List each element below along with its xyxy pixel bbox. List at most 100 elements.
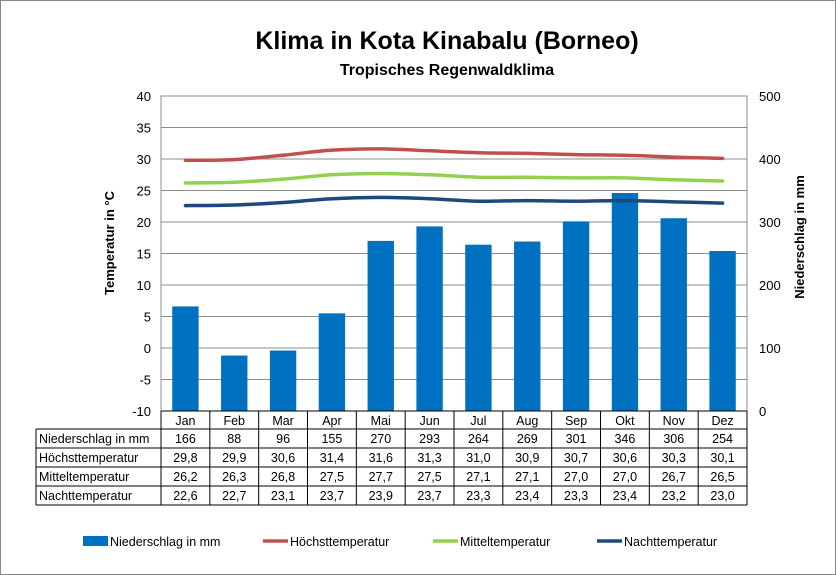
data-label: 26,8	[271, 470, 295, 484]
legend-swatch-bar	[83, 536, 108, 546]
data-label: 31,3	[417, 451, 441, 465]
category-label: Jul	[470, 414, 486, 428]
category-label: Jun	[420, 414, 440, 428]
data-label: 23,9	[369, 489, 393, 503]
y-tick-label: -10	[132, 404, 151, 419]
data-label: 29,9	[222, 451, 246, 465]
category-label: Nov	[663, 414, 686, 428]
data-label: 301	[566, 432, 587, 446]
data-label: 30,1	[710, 451, 734, 465]
data-label: 31,6	[369, 451, 393, 465]
category-label: Mar	[272, 414, 294, 428]
category-label: Apr	[322, 414, 341, 428]
y-tick-label: 10	[137, 278, 151, 293]
bar-okt	[611, 193, 639, 411]
table-row-header: Niederschlag in mm	[39, 432, 149, 446]
data-label: 23,0	[710, 489, 734, 503]
y2-axis-label: Niederschlag in mm	[792, 175, 807, 299]
data-label: 96	[276, 432, 290, 446]
bar-apr	[318, 313, 346, 411]
y-tick-label: 25	[137, 184, 151, 199]
data-label: 254	[712, 432, 733, 446]
data-label: 31,0	[466, 451, 490, 465]
data-label: 22,7	[222, 489, 246, 503]
line-mitteltemperatur	[183, 171, 725, 185]
category-label: Feb	[223, 414, 245, 428]
legend-label: Mitteltemperatur	[460, 535, 550, 549]
bar-jan	[172, 306, 199, 411]
data-label: 346	[614, 432, 635, 446]
y-tick-label: 15	[137, 247, 151, 262]
data-label: 30,7	[564, 451, 588, 465]
data-label: 30,6	[613, 451, 637, 465]
y-tick-label: 20	[137, 215, 151, 230]
data-label: 264	[468, 432, 489, 446]
table-row-header: Mitteltemperatur	[39, 470, 129, 484]
data-label: 27,0	[613, 470, 637, 484]
y2-tick-label: 0	[759, 404, 766, 419]
data-label: 27,7	[369, 470, 393, 484]
data-label: 23,7	[417, 489, 441, 503]
data-label: 30,6	[271, 451, 295, 465]
data-label: 26,2	[173, 470, 197, 484]
data-label: 30,3	[662, 451, 686, 465]
bar-nov	[660, 218, 687, 411]
chart-subtitle: Tropisches Regenwaldklima	[340, 62, 554, 79]
data-label: 27,5	[320, 470, 344, 484]
legend-label: Höchsttemperatur	[290, 535, 389, 549]
y-tick-label: 35	[137, 121, 151, 136]
data-label: 27,0	[564, 470, 588, 484]
data-label: 155	[321, 432, 342, 446]
data-label: 269	[517, 432, 538, 446]
category-label: Okt	[615, 414, 635, 428]
y2-tick-label: 500	[759, 89, 781, 104]
table-row-header: Nachttemperatur	[39, 489, 132, 503]
data-label: 26,7	[662, 470, 686, 484]
bar-mar	[269, 350, 297, 411]
data-label: 270	[370, 432, 391, 446]
y2-tick-label: 200	[759, 278, 781, 293]
line-nachttemperatur	[183, 195, 725, 208]
category-label: Mai	[371, 414, 391, 428]
data-label: 23,3	[564, 489, 588, 503]
line-höchsttemperatur	[183, 147, 725, 163]
y2-tick-label: 100	[759, 341, 781, 356]
legend-label: Niederschlag in mm	[110, 535, 220, 549]
y-tick-label: 5	[144, 310, 151, 325]
data-label: 23,1	[271, 489, 295, 503]
data-label: 23,4	[613, 489, 637, 503]
bar-mai	[367, 240, 394, 411]
y-axis-label: Temperatur in °C	[102, 190, 117, 295]
data-label: 23,2	[662, 489, 686, 503]
data-label: 306	[663, 432, 684, 446]
y-tick-label: 40	[137, 89, 151, 104]
category-label: Jan	[175, 414, 195, 428]
bar-dez	[709, 250, 736, 411]
legend-label: Nachttemperatur	[624, 535, 717, 549]
bar-sep	[562, 221, 590, 411]
data-label: 166	[175, 432, 196, 446]
data-label: 27,1	[515, 470, 539, 484]
data-label: 27,1	[466, 470, 490, 484]
data-label: 27,5	[417, 470, 441, 484]
data-label: 23,4	[515, 489, 539, 503]
table-row-header: Höchsttemperatur	[39, 451, 138, 465]
data-label: 88	[227, 432, 241, 446]
data-label: 31,4	[320, 451, 344, 465]
category-label: Dez	[711, 414, 733, 428]
y2-tick-label: 400	[759, 152, 781, 167]
data-label: 29,8	[173, 451, 197, 465]
data-label: 23,3	[466, 489, 490, 503]
data-label: 26,3	[222, 470, 246, 484]
y-tick-label: -5	[139, 373, 151, 388]
data-label: 293	[419, 432, 440, 446]
bar-jun	[416, 226, 443, 411]
data-label: 30,9	[515, 451, 539, 465]
data-label: 23,7	[320, 489, 344, 503]
category-label: Aug	[516, 414, 538, 428]
data-label: 22,6	[173, 489, 197, 503]
y2-tick-label: 300	[759, 215, 781, 230]
category-label: Sep	[565, 414, 587, 428]
chart-title: Klima in Kota Kinabalu (Borneo)	[255, 27, 638, 55]
